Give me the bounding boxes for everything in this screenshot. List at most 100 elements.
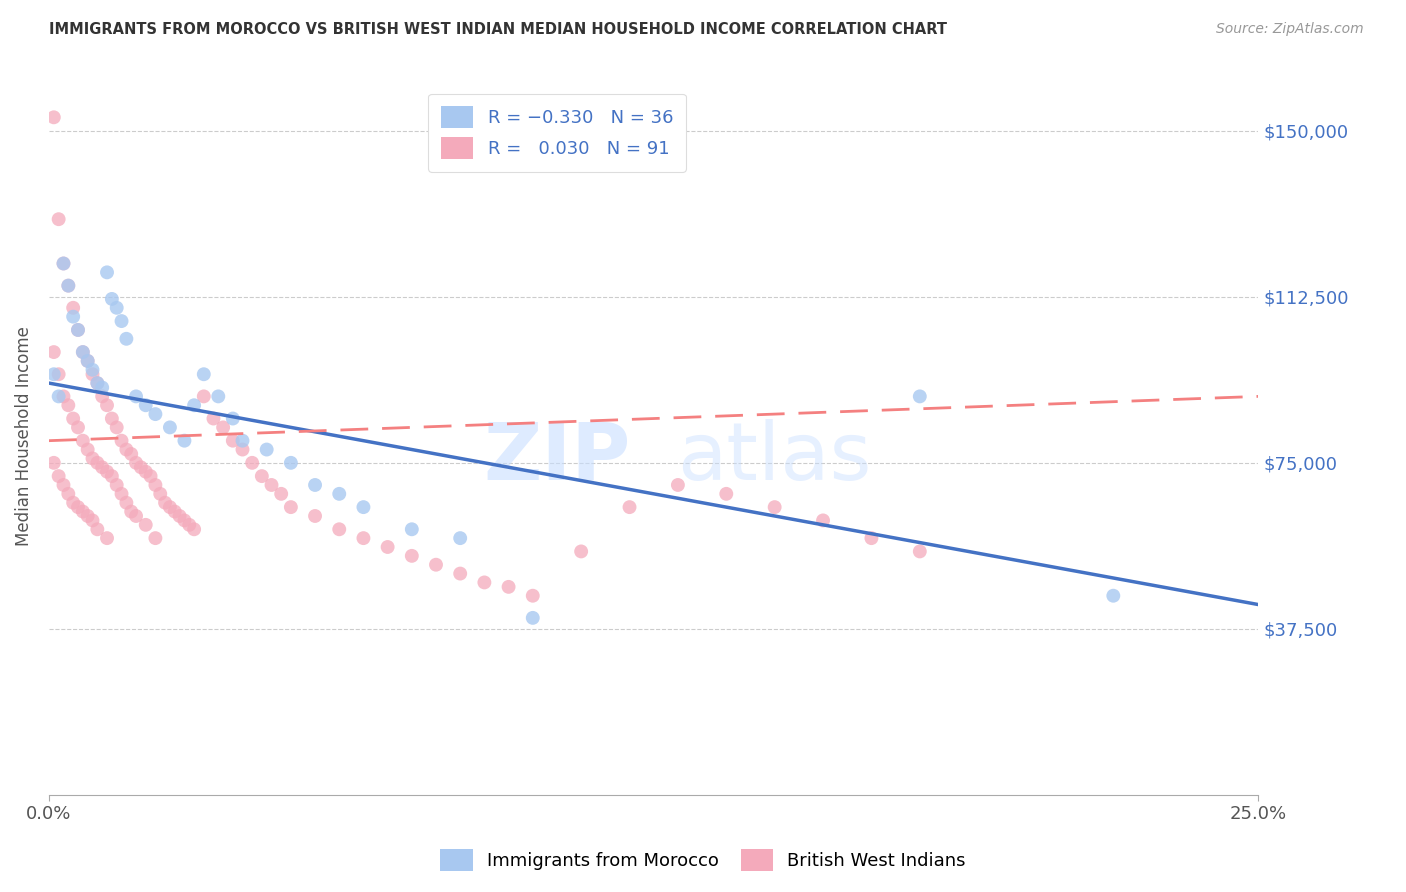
Point xyxy=(115,332,138,346)
Point xyxy=(58,278,80,293)
Point xyxy=(72,345,94,359)
Point xyxy=(48,212,70,227)
Point xyxy=(173,513,195,527)
Point xyxy=(135,465,157,479)
Point xyxy=(66,323,89,337)
Point xyxy=(135,398,157,412)
Point xyxy=(125,389,148,403)
Point xyxy=(125,456,148,470)
Point xyxy=(86,376,108,390)
Point xyxy=(105,420,128,434)
Point xyxy=(42,345,65,359)
Point xyxy=(569,544,592,558)
Point xyxy=(280,456,302,470)
Point xyxy=(42,111,65,125)
Point xyxy=(193,389,215,403)
Point xyxy=(62,411,84,425)
Point xyxy=(120,447,142,461)
Point xyxy=(105,478,128,492)
Point xyxy=(66,420,89,434)
Point xyxy=(149,487,172,501)
Point xyxy=(763,500,786,515)
Point xyxy=(82,513,104,527)
Point xyxy=(231,434,253,448)
Text: Source: ZipAtlas.com: Source: ZipAtlas.com xyxy=(1216,22,1364,37)
Point xyxy=(120,504,142,518)
Point xyxy=(52,478,75,492)
Point xyxy=(139,469,162,483)
Point xyxy=(328,522,350,536)
Point xyxy=(115,496,138,510)
Point xyxy=(82,363,104,377)
Text: IMMIGRANTS FROM MOROCCO VS BRITISH WEST INDIAN MEDIAN HOUSEHOLD INCOME CORRELATI: IMMIGRANTS FROM MOROCCO VS BRITISH WEST … xyxy=(49,22,948,37)
Point xyxy=(231,442,253,457)
Point xyxy=(52,256,75,270)
Y-axis label: Median Household Income: Median Household Income xyxy=(15,326,32,546)
Point xyxy=(72,504,94,518)
Point xyxy=(256,442,278,457)
Point xyxy=(76,442,98,457)
Point xyxy=(110,487,132,501)
Point xyxy=(72,345,94,359)
Point xyxy=(811,513,834,527)
Point xyxy=(96,398,118,412)
Point xyxy=(66,500,89,515)
Point xyxy=(101,292,124,306)
Point xyxy=(212,420,235,434)
Point xyxy=(58,487,80,501)
Point xyxy=(474,575,496,590)
Point xyxy=(145,407,167,421)
Point xyxy=(76,354,98,368)
Point xyxy=(82,368,104,382)
Legend: Immigrants from Morocco, British West Indians: Immigrants from Morocco, British West In… xyxy=(433,842,973,879)
Point xyxy=(207,389,229,403)
Point xyxy=(86,522,108,536)
Point xyxy=(619,500,641,515)
Point xyxy=(449,566,471,581)
Point xyxy=(62,301,84,315)
Point xyxy=(498,580,520,594)
Point xyxy=(522,611,544,625)
Point xyxy=(135,517,157,532)
Point xyxy=(105,301,128,315)
Point xyxy=(48,469,70,483)
Point xyxy=(96,531,118,545)
Point xyxy=(250,469,273,483)
Point xyxy=(352,531,374,545)
Point xyxy=(522,589,544,603)
Point xyxy=(62,496,84,510)
Point xyxy=(377,540,399,554)
Point xyxy=(449,531,471,545)
Point xyxy=(91,389,114,403)
Point xyxy=(62,310,84,324)
Point xyxy=(82,451,104,466)
Point xyxy=(352,500,374,515)
Point xyxy=(666,478,689,492)
Point xyxy=(908,544,931,558)
Point xyxy=(72,434,94,448)
Point xyxy=(270,487,292,501)
Point xyxy=(401,522,423,536)
Point xyxy=(222,434,245,448)
Point xyxy=(96,465,118,479)
Point xyxy=(304,508,326,523)
Point xyxy=(48,368,70,382)
Point xyxy=(101,469,124,483)
Point xyxy=(159,420,181,434)
Point xyxy=(101,411,124,425)
Point xyxy=(76,508,98,523)
Point xyxy=(58,278,80,293)
Point xyxy=(240,456,263,470)
Point xyxy=(163,504,186,518)
Point xyxy=(179,517,201,532)
Point xyxy=(42,368,65,382)
Point xyxy=(153,496,176,510)
Point xyxy=(129,460,152,475)
Point xyxy=(1102,589,1125,603)
Point xyxy=(110,314,132,328)
Point xyxy=(183,398,205,412)
Point xyxy=(115,442,138,457)
Point xyxy=(145,531,167,545)
Text: ZIP: ZIP xyxy=(484,418,630,497)
Point xyxy=(183,522,205,536)
